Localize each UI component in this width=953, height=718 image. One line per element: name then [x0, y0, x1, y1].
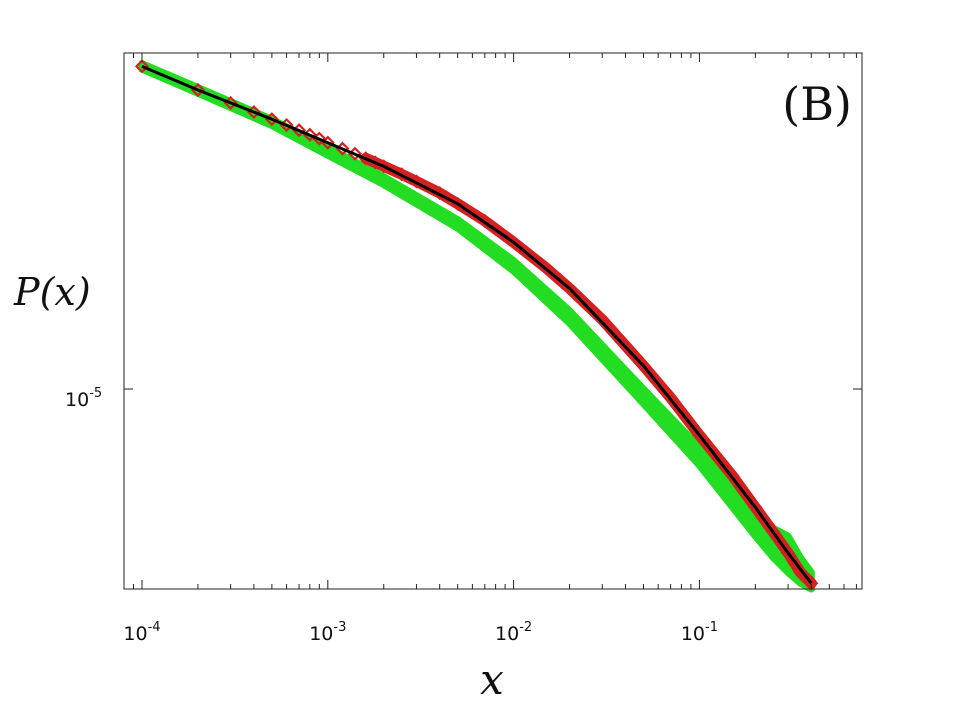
y-tick-label: 10-5	[65, 386, 102, 411]
x-tick-label: 10-1	[681, 620, 718, 645]
x-axis-ticks: 10-4 10-3 10-2 10-1	[123, 53, 857, 645]
x-tick-label: 10-3	[309, 620, 346, 645]
x-axis-label: x	[480, 655, 504, 704]
x-tick-label: 10-2	[495, 620, 532, 645]
fit-line	[141, 65, 813, 585]
data-markers-layer	[134, 59, 819, 591]
y-axis-ticks: 10-5	[65, 386, 862, 411]
panel-label: (B)	[782, 77, 852, 131]
y-axis-label: P(x)	[13, 270, 91, 314]
data-point	[134, 59, 150, 74]
x-tick-label: 10-4	[123, 620, 160, 645]
plot-frame	[123, 52, 863, 590]
fit-line-layer	[141, 65, 813, 585]
data-band-layer	[138, 60, 815, 593]
data-band	[138, 60, 815, 593]
